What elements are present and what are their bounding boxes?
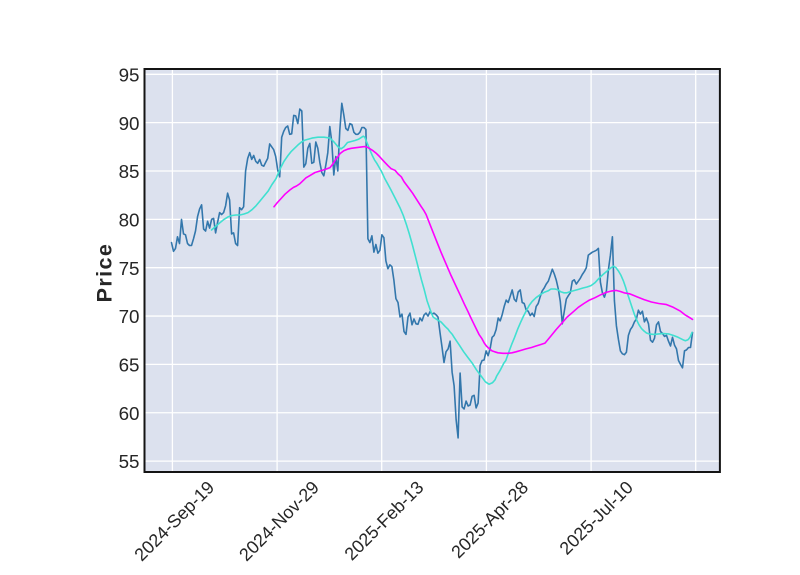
svg-text:80: 80 xyxy=(119,210,140,231)
svg-text:75: 75 xyxy=(119,258,140,279)
svg-text:90: 90 xyxy=(119,113,140,134)
svg-text:60: 60 xyxy=(119,403,140,424)
svg-text:65: 65 xyxy=(119,355,140,376)
svg-text:55: 55 xyxy=(119,451,140,472)
svg-text:Price: Price xyxy=(93,243,117,303)
svg-text:70: 70 xyxy=(119,306,140,327)
svg-text:95: 95 xyxy=(119,64,140,85)
svg-text:85: 85 xyxy=(119,161,140,182)
